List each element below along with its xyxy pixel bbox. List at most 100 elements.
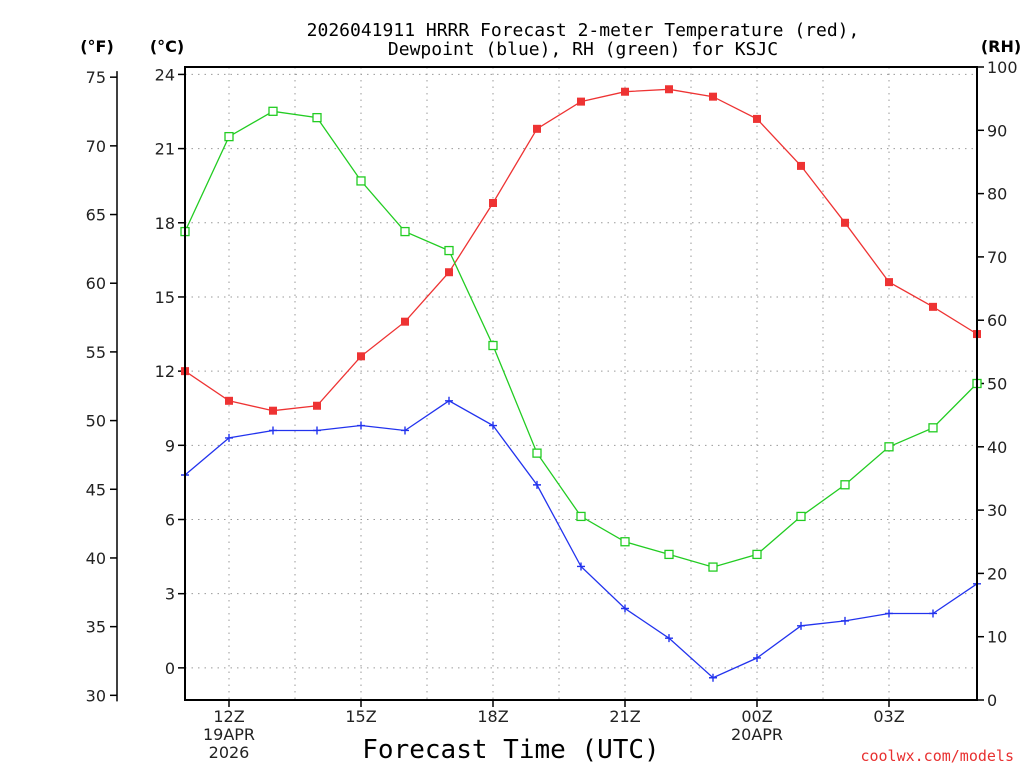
x-tick-label: 20APR — [731, 725, 783, 744]
rh-tick-label: 20 — [987, 564, 1007, 583]
dewpoint-point — [401, 426, 409, 435]
credit-text: coolwx.com/models — [860, 747, 1014, 765]
celsius-unit-label: (°C) — [150, 37, 184, 56]
x-tick-label: 21Z — [609, 707, 640, 726]
relative-humidity-point — [620, 537, 630, 547]
dewpoint-point — [357, 421, 365, 430]
rh-tick-label: 60 — [987, 311, 1007, 330]
relative-humidity-point — [488, 340, 498, 351]
dewpoint-point — [225, 433, 233, 442]
fahrenheit-tick-label: 40 — [86, 549, 106, 568]
rh-tick-label: 10 — [987, 628, 1007, 647]
dewpoint-point — [665, 634, 673, 643]
dewpoint-point — [269, 426, 277, 435]
celsius-tick-label: 3 — [165, 585, 175, 604]
fahrenheit-tick-label: 45 — [86, 480, 106, 499]
dewpoint-point — [797, 621, 805, 630]
dewpoint-line — [184, 400, 978, 679]
fahrenheit-tick-label: 50 — [86, 412, 106, 431]
temperature-point — [313, 401, 321, 410]
temperature-point — [885, 278, 893, 287]
x-tick-label: 2026 — [209, 743, 250, 762]
temperature-point — [753, 114, 761, 123]
temperature-point — [841, 218, 849, 227]
celsius-tick-label: 18 — [155, 214, 175, 233]
celsius-tick-label: 15 — [155, 288, 175, 307]
temperature-point — [577, 97, 585, 106]
celsius-tick-label: 6 — [165, 510, 175, 529]
dewpoint-point — [841, 616, 849, 625]
rh-tick-label: 70 — [987, 248, 1007, 267]
rh-tick-label: 50 — [987, 375, 1007, 394]
dewpoint-point — [445, 396, 453, 405]
temperature-point — [225, 396, 233, 405]
chart-title-line-1: 2026041911 HRRR Forecast 2-meter Tempera… — [307, 20, 860, 41]
relative-humidity-point — [444, 245, 454, 256]
temperature-point — [357, 352, 365, 361]
temperature-point — [929, 302, 937, 311]
rh-tick-label: 40 — [987, 438, 1007, 457]
rh-tick-label: 0 — [987, 691, 997, 710]
chart-title-line-2: Dewpoint (blue), RH (green) for KSJC — [388, 39, 778, 60]
x-axis-label: Forecast Time (UTC) — [362, 735, 659, 765]
relative-humidity-line — [184, 110, 978, 568]
celsius-tick-label: 24 — [155, 65, 175, 84]
x-tick-label: 03Z — [873, 707, 904, 726]
dewpoint-point — [577, 562, 585, 571]
relative-humidity-point — [840, 480, 850, 490]
rh-tick-label: 80 — [987, 185, 1007, 204]
fahrenheit-tick-label: 75 — [86, 68, 106, 87]
fahrenheit-tick-label: 30 — [86, 686, 106, 705]
dewpoint-point — [709, 673, 717, 682]
relative-humidity-point — [928, 423, 938, 433]
relative-humidity-point — [400, 226, 410, 237]
relative-humidity-point — [356, 176, 366, 186]
x-tick-label: 18Z — [477, 707, 508, 726]
relative-humidity-point — [664, 549, 674, 560]
dewpoint-point — [885, 609, 893, 618]
temperature-point — [797, 161, 805, 170]
x-tick-label: 15Z — [345, 707, 376, 726]
temperature-point — [445, 268, 453, 277]
temperature-point — [621, 87, 629, 96]
dewpoint-point — [533, 480, 541, 489]
relative-humidity-point — [576, 511, 586, 522]
x-tick-label: 00Z — [741, 707, 772, 726]
dewpoint-point — [929, 609, 937, 618]
plot-frame — [184, 66, 978, 701]
rh-tick-label: 30 — [987, 501, 1007, 520]
fahrenheit-tick-label: 35 — [86, 618, 106, 637]
x-tick-label: 12Z — [213, 707, 244, 726]
fahrenheit-tick-label: 70 — [86, 137, 106, 156]
celsius-tick-label: 21 — [155, 140, 175, 159]
series-layer — [180, 85, 982, 682]
temperature-point — [533, 124, 541, 133]
relative-humidity-point — [884, 442, 894, 452]
relative-humidity-point — [312, 112, 322, 123]
dewpoint-point — [313, 426, 321, 435]
temperature-point — [489, 198, 497, 207]
temperature-point — [709, 92, 717, 101]
relative-humidity-point — [708, 562, 718, 572]
dewpoint-point — [489, 421, 497, 430]
temperature-point — [665, 85, 673, 94]
celsius-tick-label: 12 — [155, 362, 175, 381]
fahrenheit-tick-label: 65 — [86, 206, 106, 225]
relative-humidity-point — [532, 448, 542, 458]
fahrenheit-tick-label: 60 — [86, 274, 106, 293]
rh-unit-label: (RH) — [981, 37, 1021, 56]
axis-layer: 0 3 6 9 12 15 18 21 24 30 35 40 45 50 55 60 65 70 75 0 10 20 3… — [86, 58, 1018, 762]
fahrenheit-unit-label: (°F) — [80, 37, 114, 56]
grid-layer — [185, 67, 977, 700]
x-tick-label: 19APR — [203, 725, 255, 744]
temperature-point — [269, 406, 277, 415]
rh-tick-label: 90 — [987, 121, 1007, 140]
relative-humidity-point — [224, 131, 234, 142]
celsius-tick-label: 9 — [165, 436, 175, 455]
temperature-line — [184, 88, 978, 412]
relative-humidity-point — [268, 106, 278, 116]
relative-humidity-point — [796, 511, 806, 522]
celsius-tick-label: 0 — [165, 659, 175, 678]
relative-humidity-point — [752, 549, 762, 560]
